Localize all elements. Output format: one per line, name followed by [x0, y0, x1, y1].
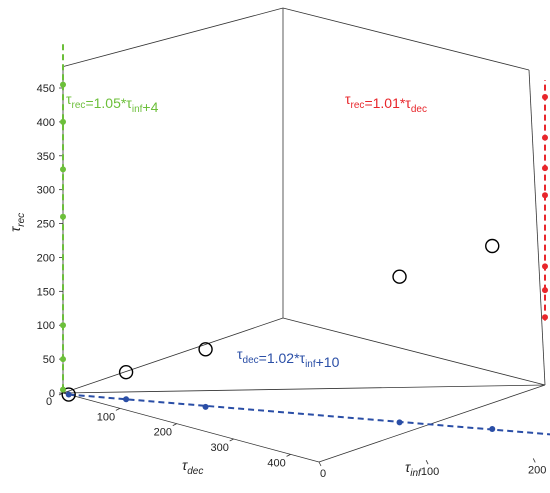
open-circle-point	[61, 387, 76, 402]
dot-point-3	[65, 391, 72, 398]
back-floor-edge-right	[282, 317, 546, 386]
z-tick-label: 450	[37, 83, 55, 95]
y-tick-label: 200	[528, 464, 546, 476]
dot-point-3	[396, 419, 403, 426]
z-tick-label: 300	[37, 185, 55, 197]
tick-labels: 0 50 100 150 200 250 300 350 400 450 0 100 200 300 400…	[37, 83, 547, 480]
dot-point-1	[60, 322, 66, 329]
dot-point-2	[542, 263, 548, 270]
top-left-edge	[62, 7, 284, 68]
open-circle-point	[485, 238, 500, 254]
data-points	[60, 81, 548, 433]
x-tick	[286, 453, 291, 457]
axis-labels: τrec τdec τinf	[7, 213, 422, 479]
z-tick-label: 150	[37, 286, 55, 298]
z-tick-label: 400	[37, 117, 55, 129]
dot-point-3	[123, 396, 130, 403]
dot-point-2	[542, 192, 548, 199]
right-vertical-edge	[528, 69, 546, 386]
open-circle-point	[118, 364, 134, 380]
z-tick-label: 50	[43, 354, 55, 366]
dot-point-2	[542, 165, 548, 172]
dot-point-3	[202, 403, 209, 410]
x-axis-line	[62, 392, 320, 463]
x-tick-label: 400	[267, 457, 285, 469]
dot-point-2	[542, 287, 548, 294]
equation-0: τrec=1.05*τinf+4	[66, 91, 159, 115]
equation-2: τdec=1.02*τinf+10	[237, 346, 340, 370]
top-back-edge	[282, 7, 530, 71]
z-axis-label: τrec	[7, 213, 27, 232]
open-circle-point	[392, 269, 407, 284]
y-tick	[425, 460, 429, 465]
x-tick-label: 100	[97, 411, 115, 423]
x-tick-label: 200	[154, 427, 172, 439]
dot-point-1	[60, 81, 66, 88]
dot-point-1	[60, 118, 66, 125]
x-tick	[115, 407, 121, 411]
equation-1: τrec=1.01*τdec	[345, 91, 427, 115]
z-tick-label: 250	[37, 219, 55, 231]
dot-point-2	[542, 93, 548, 100]
equation-annotations: τrec=1.05*τinf+4 τrec=1.01*τdec τdec=1.02*…	[66, 91, 427, 370]
z-tick-label: 200	[37, 252, 55, 264]
dot-point-1	[60, 386, 66, 393]
dot-point-3	[489, 426, 496, 433]
y-tick-label: 0	[320, 468, 326, 480]
dot-point-2	[542, 134, 548, 141]
x-axis-label: τdec	[182, 457, 203, 477]
y-tick-label: 100	[421, 466, 439, 478]
x-tick	[172, 423, 177, 427]
x-tick	[229, 438, 234, 442]
axes-box	[62, 7, 546, 463]
front-right-edge	[318, 384, 546, 463]
fit-lines	[62, 40, 550, 436]
y-axis-label: τinf	[405, 459, 422, 479]
back-floor-edge-left	[62, 317, 284, 394]
dot-point-1	[60, 213, 66, 220]
y-tick	[318, 461, 322, 467]
x-tick-label: 300	[210, 442, 228, 454]
y-tick	[532, 458, 536, 463]
x-tick-label: 0	[46, 396, 52, 408]
z-tick-label: 100	[37, 320, 55, 332]
fit-line-3	[68, 393, 550, 436]
dot-point-1	[60, 356, 66, 363]
open-circle-point	[198, 342, 213, 357]
dot-point-1	[60, 166, 66, 173]
dot-point-2	[542, 314, 548, 321]
z-tick-label: 0	[49, 388, 55, 400]
z-tick-label: 350	[37, 151, 55, 163]
y-axis-line	[62, 384, 546, 394]
